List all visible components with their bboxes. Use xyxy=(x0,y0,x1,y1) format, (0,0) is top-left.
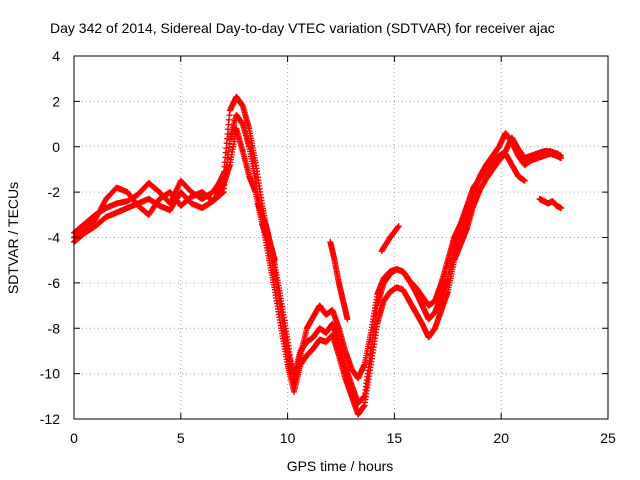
series-track-6 xyxy=(378,223,402,255)
series-track-3 xyxy=(71,125,565,386)
y-axis-label: SDTVAR / TECUs xyxy=(5,182,21,294)
data-point xyxy=(558,152,565,159)
data-point xyxy=(558,205,565,212)
y-tick-label: 4 xyxy=(52,48,60,64)
x-tick-label: 20 xyxy=(493,430,509,446)
y-tick-label: -12 xyxy=(40,411,60,427)
y-tick-label: 2 xyxy=(52,93,60,109)
x-axis-label: GPS time / hours xyxy=(287,458,394,474)
x-tick-label: 15 xyxy=(387,430,403,446)
series-track-8 xyxy=(211,166,231,196)
y-tick-label: 0 xyxy=(52,139,60,155)
series-track-2 xyxy=(71,111,528,418)
y-tick-label: -4 xyxy=(48,230,61,246)
series-track-4 xyxy=(254,200,278,264)
y-tick-label: -6 xyxy=(48,275,61,291)
data-point xyxy=(271,257,278,264)
series-track-5 xyxy=(327,239,351,323)
y-tick-label: -2 xyxy=(48,184,61,200)
x-tick-label: 0 xyxy=(70,430,78,446)
x-tick-label: 5 xyxy=(177,430,185,446)
data-point xyxy=(224,166,231,173)
data-point xyxy=(344,316,351,323)
series-track-1 xyxy=(71,93,565,407)
x-axis-ticks: 0 5 10 15 20 25 xyxy=(70,56,616,446)
y-tick-label: -8 xyxy=(48,320,61,336)
x-tick-label: 25 xyxy=(600,430,616,446)
data-points xyxy=(71,93,565,418)
data-point xyxy=(521,177,528,184)
series-track-7 xyxy=(536,195,565,212)
chart-title: Day 342 of 2014, Sidereal Day-to-day VTE… xyxy=(50,20,555,36)
x-tick-label: 10 xyxy=(280,430,296,446)
y-axis-ticks: -12 -10 -8 -6 -4 -2 0 2 4 xyxy=(40,48,608,427)
data-point xyxy=(395,223,402,230)
y-tick-label: -10 xyxy=(40,366,60,382)
